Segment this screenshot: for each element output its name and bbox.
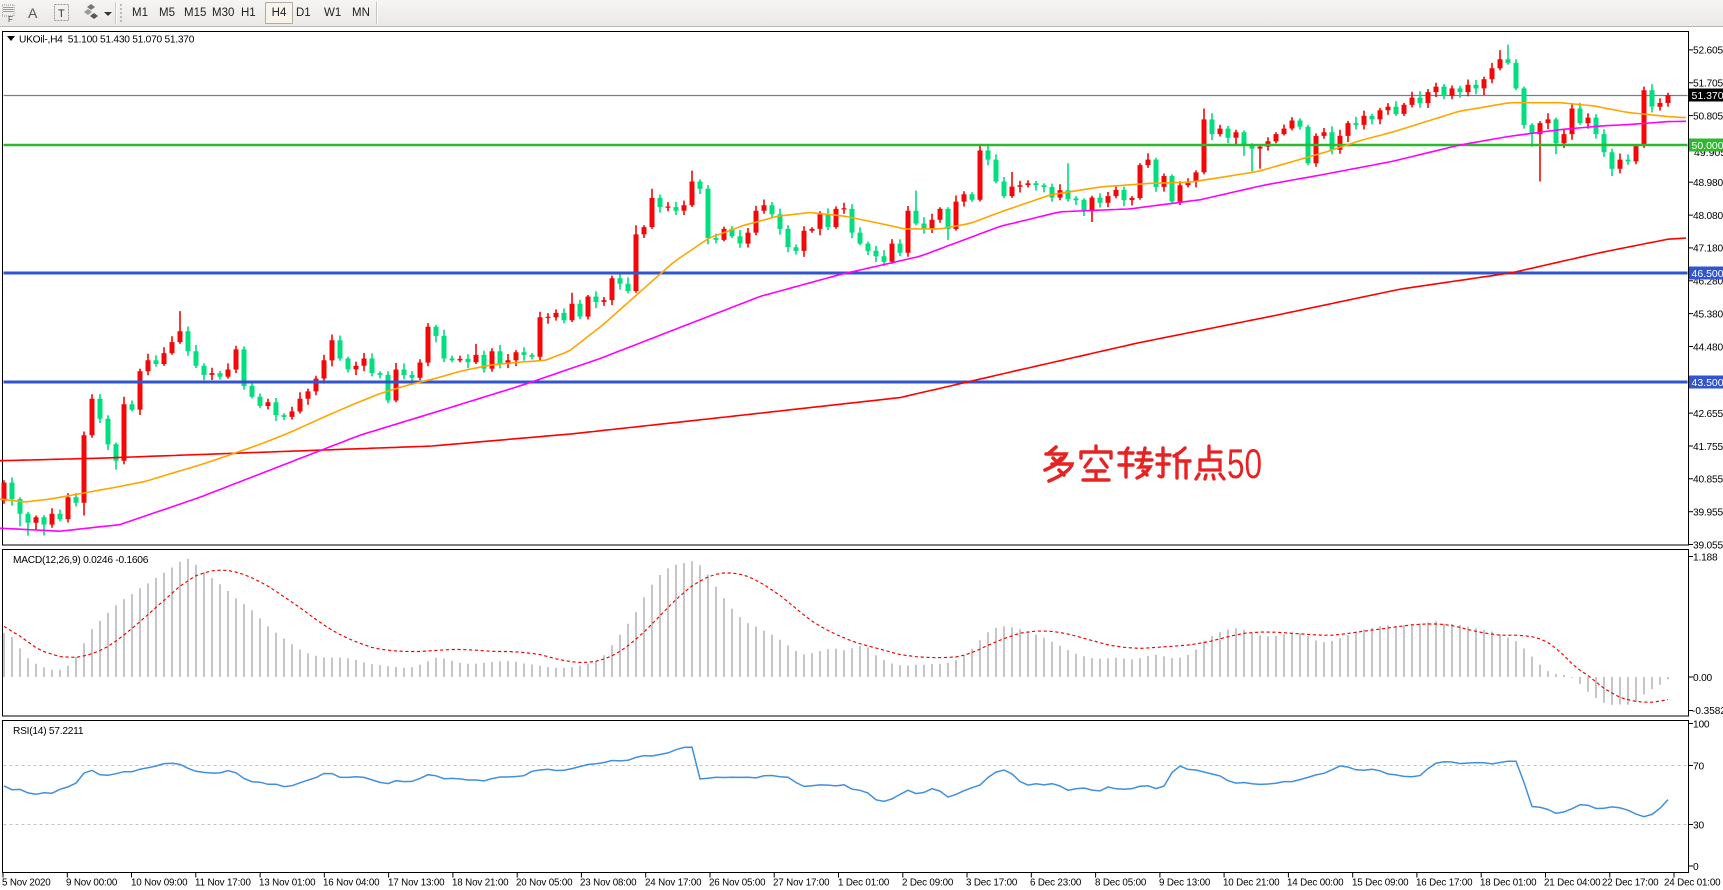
- svg-text:44.480: 44.480: [1693, 342, 1723, 353]
- svg-text:T: T: [58, 8, 65, 20]
- svg-text:21 Dec 04:00: 21 Dec 04:00: [1544, 878, 1601, 889]
- svg-text:45.380: 45.380: [1693, 309, 1723, 320]
- svg-text:42.655: 42.655: [1693, 409, 1723, 420]
- svg-text:3 Dec 17:00: 3 Dec 17:00: [966, 878, 1018, 889]
- svg-text:50.805: 50.805: [1693, 111, 1723, 122]
- svg-text:39.055: 39.055: [1693, 540, 1723, 551]
- svg-text:F: F: [8, 15, 13, 23]
- svg-text:6 Dec 23:00: 6 Dec 23:00: [1030, 878, 1082, 889]
- svg-text:0.00: 0.00: [1693, 673, 1713, 684]
- svg-text:50.000: 50.000: [1692, 140, 1723, 152]
- svg-text:11 Nov 17:00: 11 Nov 17:00: [195, 878, 251, 889]
- svg-text:1 Dec 01:00: 1 Dec 01:00: [838, 878, 890, 889]
- svg-text:43.500: 43.500: [1692, 377, 1723, 389]
- svg-text:16 Nov 04:00: 16 Nov 04:00: [323, 878, 380, 889]
- svg-text:27 Nov 17:00: 27 Nov 17:00: [773, 878, 830, 889]
- svg-text:15 Dec 09:00: 15 Dec 09:00: [1352, 878, 1409, 889]
- svg-text:10 Nov 09:00: 10 Nov 09:00: [131, 878, 188, 889]
- svg-text:8 Dec 05:00: 8 Dec 05:00: [1095, 878, 1147, 889]
- svg-text:24 Nov 17:00: 24 Nov 17:00: [645, 878, 702, 889]
- svg-text:46.500: 46.500: [1692, 268, 1723, 280]
- svg-text:24 Dec 01:00: 24 Dec 01:00: [1664, 878, 1721, 889]
- svg-text:51.370: 51.370: [1692, 90, 1723, 102]
- svg-text:10 Dec 21:00: 10 Dec 21:00: [1223, 878, 1280, 889]
- svg-text:52.605: 52.605: [1693, 46, 1723, 57]
- svg-text:9 Dec 13:00: 9 Dec 13:00: [1159, 878, 1211, 889]
- svg-text:RSI(14) 57.2211: RSI(14) 57.2211: [13, 726, 84, 737]
- svg-text:5 Nov 2020: 5 Nov 2020: [2, 878, 51, 889]
- svg-text:22 Dec 17:00: 22 Dec 17:00: [1602, 878, 1659, 889]
- svg-text:2 Dec 09:00: 2 Dec 09:00: [902, 878, 954, 889]
- svg-text:0: 0: [1693, 862, 1699, 873]
- svg-text:47.180: 47.180: [1693, 244, 1723, 255]
- svg-text:48.080: 48.080: [1693, 211, 1723, 222]
- svg-text:16 Dec 17:00: 16 Dec 17:00: [1416, 878, 1473, 889]
- svg-text:20 Nov 05:00: 20 Nov 05:00: [516, 878, 573, 889]
- svg-text:41.755: 41.755: [1693, 442, 1723, 453]
- svg-text:1.188: 1.188: [1693, 552, 1718, 563]
- svg-text:26 Nov 05:00: 26 Nov 05:00: [709, 878, 766, 889]
- svg-text:23 Nov 08:00: 23 Nov 08:00: [580, 878, 637, 889]
- svg-text:18 Nov 21:00: 18 Nov 21:00: [452, 878, 509, 889]
- svg-text:50: 50: [1227, 440, 1262, 487]
- svg-text:51.705: 51.705: [1693, 79, 1723, 90]
- svg-text:30: 30: [1693, 820, 1704, 831]
- svg-text:18 Dec 01:00: 18 Dec 01:00: [1480, 878, 1537, 889]
- svg-text:14 Dec 00:00: 14 Dec 00:00: [1287, 878, 1344, 889]
- svg-text:40.855: 40.855: [1693, 475, 1723, 486]
- svg-text:48.980: 48.980: [1693, 178, 1723, 189]
- svg-text:100: 100: [1693, 719, 1710, 730]
- svg-text:-0.3582: -0.3582: [1692, 706, 1723, 717]
- svg-text:46.280: 46.280: [1693, 277, 1723, 288]
- svg-text:70: 70: [1693, 761, 1704, 772]
- svg-text:UKOil-,H4 51.100 51.430 51.07: UKOil-,H4 51.100 51.430 51.070 51.370: [19, 35, 195, 46]
- svg-text:MACD(12,26,9) 0.0246 -0.1606: MACD(12,26,9) 0.0246 -0.1606: [13, 555, 149, 566]
- svg-text:17 Nov 13:00: 17 Nov 13:00: [388, 878, 445, 889]
- svg-text:9 Nov 00:00: 9 Nov 00:00: [66, 878, 118, 889]
- svg-text:39.955: 39.955: [1693, 508, 1723, 519]
- svg-text:13 Nov 01:00: 13 Nov 01:00: [259, 878, 316, 889]
